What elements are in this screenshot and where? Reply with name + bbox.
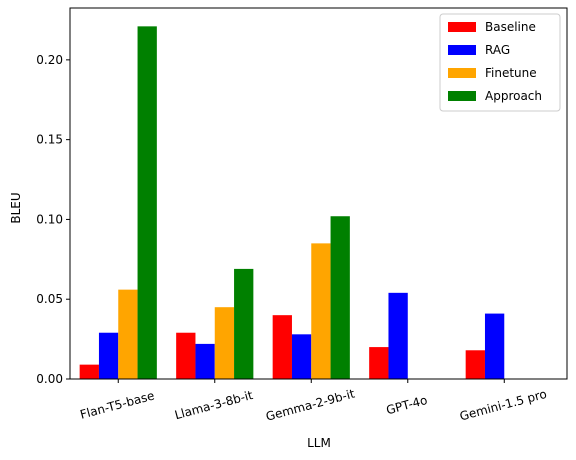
legend-swatch-rag <box>448 45 476 55</box>
bar-rag-0 <box>98 332 119 379</box>
legend-box <box>439 13 561 112</box>
y-tick-label-3: 0.15 <box>36 133 63 147</box>
bar-rag-3 <box>388 292 408 379</box>
legend-swatch-baseline <box>448 22 476 32</box>
y-tick-label-0: 0.00 <box>36 372 63 386</box>
y-axis-label: BLEU <box>9 192 23 223</box>
bars <box>79 26 505 379</box>
y-axis: 0.00 0.05 0.10 0.15 0.20 <box>36 53 70 386</box>
x-tick-label-0: Flan-T5-base <box>79 388 156 421</box>
y-tick-label-4: 0.20 <box>36 53 63 67</box>
legend-label-finetune: Finetune <box>485 66 537 80</box>
bar-finetune-1 <box>214 307 235 379</box>
plot-frame <box>69 7 568 380</box>
y-tick-label-2: 0.10 <box>36 212 63 226</box>
y-tick-label-1: 0.05 <box>36 292 63 306</box>
bar-approach-2 <box>330 216 350 379</box>
bar-baseline-4 <box>465 350 485 379</box>
legend-label-baseline: Baseline <box>485 20 536 34</box>
bar-baseline-3 <box>369 347 389 379</box>
legend-swatch-finetune <box>448 68 476 78</box>
legend: Baseline RAG Finetune Approach <box>439 13 561 112</box>
x-tick-label-3: GPT-4o <box>385 393 429 417</box>
bar-finetune-0 <box>118 289 138 379</box>
bar-baseline-1 <box>176 332 196 379</box>
legend-label-rag: RAG <box>485 43 510 57</box>
legend-label-approach: Approach <box>485 89 542 103</box>
x-axis: Flan-T5-base Llama-3-8b-it Gemma-2-9b-it GP… <box>79 379 548 424</box>
x-axis-label: LLM <box>307 436 331 450</box>
x-tick-label-4: Gemini-1.5 pro <box>458 387 548 424</box>
bar-finetune-2 <box>311 243 331 379</box>
bar-baseline-0 <box>79 364 99 379</box>
x-tick-label-2: Gemma-2-9b-it <box>264 386 356 423</box>
bar-approach-1 <box>234 268 254 379</box>
x-tick-label-1: Llama-3-8b-it <box>173 388 255 422</box>
bar-approach-0 <box>137 26 157 379</box>
bar-rag-1 <box>195 343 215 379</box>
bar-baseline-2 <box>272 315 292 379</box>
legend-swatch-approach <box>448 91 476 101</box>
bar-rag-4 <box>484 313 505 379</box>
bar-rag-2 <box>291 334 312 379</box>
